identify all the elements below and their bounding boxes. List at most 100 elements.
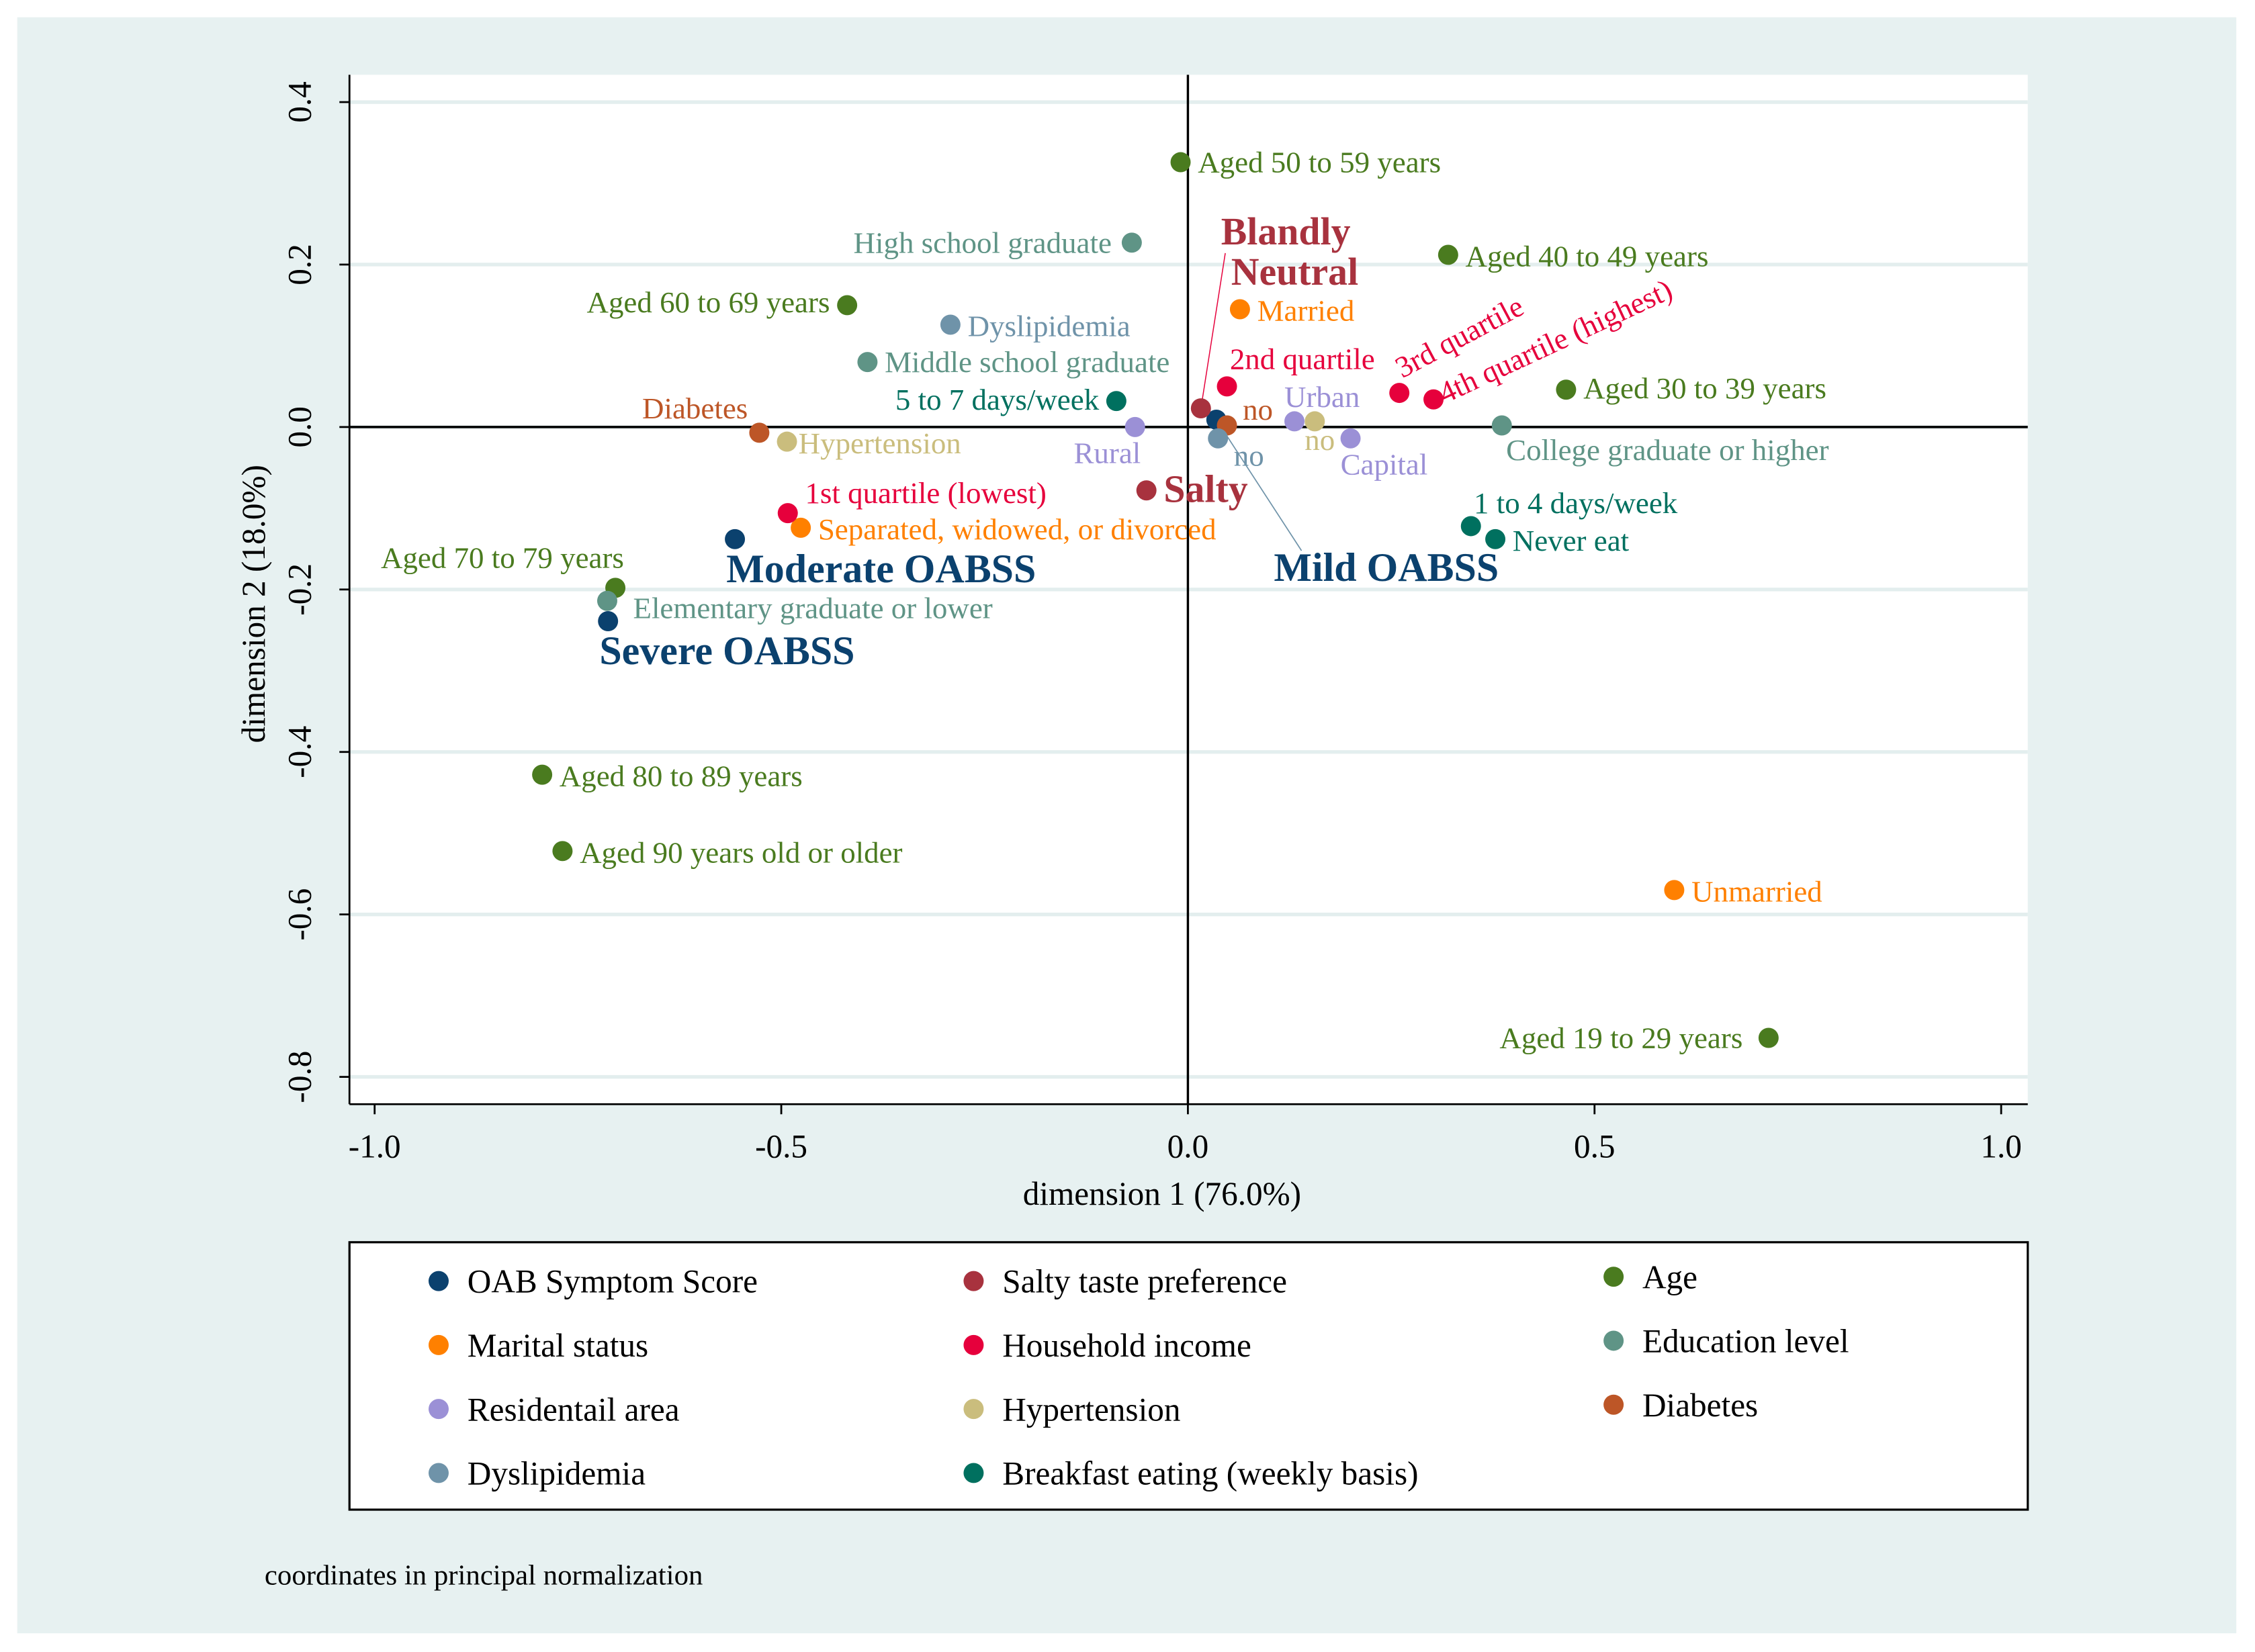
- label-leader-line: [1200, 253, 1226, 409]
- legend-label: Salty taste preference: [1002, 1263, 1287, 1300]
- x-tick-label: 1.0: [1980, 1128, 2022, 1164]
- legend-label: Household income: [1002, 1327, 1251, 1364]
- data-point: [596, 590, 617, 611]
- data-point: [725, 529, 746, 549]
- data-point: [1389, 383, 1410, 404]
- data-point: [1305, 411, 1325, 432]
- legend-label: Diabetes: [1642, 1387, 1758, 1424]
- data-point: [940, 314, 961, 335]
- data-point: [1190, 398, 1211, 419]
- legend-item: Diabetes: [1603, 1387, 1758, 1424]
- series-salty-taste-preference: Salty Blandly Neutral: [1136, 210, 1358, 510]
- point-label: Rural: [1073, 436, 1141, 469]
- legend-label: Education level: [1642, 1323, 1849, 1360]
- axes: 0.4 0.2 0.0 -0.2 -0.4 -0.6 -0.8 -1.0 -0.5 0.0 0.5 1…: [281, 75, 2028, 1164]
- point-label: Capital: [1341, 447, 1428, 481]
- point-label: High school graduate: [854, 226, 1112, 259]
- data-point: [598, 611, 619, 631]
- legend-label: OAB Symptom Score: [468, 1263, 758, 1300]
- data-point: [777, 431, 797, 452]
- legend-marker: [429, 1399, 449, 1420]
- point-label: Salty: [1163, 467, 1247, 510]
- data-point: [1106, 391, 1126, 412]
- legend-marker: [429, 1271, 449, 1291]
- data-point: [1664, 880, 1685, 901]
- data-point: [1460, 516, 1481, 537]
- point-label: Aged 70 to 79 years: [381, 541, 624, 574]
- y-tick-label: 0.4: [281, 81, 318, 123]
- x-tick-label: 0.0: [1167, 1128, 1209, 1164]
- series-diabetes: Diabetes no: [642, 392, 1273, 443]
- data-point: [1229, 299, 1250, 320]
- legend-label: Marital status: [468, 1327, 648, 1364]
- point-label: Dyslipidemia: [968, 310, 1131, 343]
- legend-item: Hypertension: [963, 1391, 1181, 1428]
- point-label: 1st quartile (lowest): [805, 476, 1046, 510]
- data-point: [1170, 152, 1191, 173]
- y-tick-label: -0.8: [281, 1051, 318, 1103]
- legend-marker: [963, 1399, 984, 1420]
- point-label: no: [1305, 423, 1335, 457]
- series-marital-status: Married Separated, widowed, or divorced Un…: [791, 294, 1822, 909]
- data-point: [791, 517, 811, 538]
- y-tick-label: 0.0: [281, 406, 318, 448]
- legend-box: [348, 1241, 2029, 1511]
- data-point: [1284, 411, 1305, 432]
- point-label: Unmarried: [1691, 875, 1822, 909]
- legend-item: Education level: [1603, 1323, 1849, 1360]
- y-tick-label: -0.4: [281, 726, 318, 778]
- point-label: Aged 30 to 39 years: [1583, 371, 1826, 405]
- legend-item: OAB Symptom Score: [429, 1263, 758, 1300]
- point-label: Aged 60 to 69 years: [587, 285, 830, 319]
- data-point: [1136, 480, 1157, 501]
- legend-marker: [1603, 1267, 1624, 1287]
- legend-item: Marital status: [429, 1327, 648, 1364]
- data-point: [857, 352, 878, 373]
- point-label: Middle school graduate: [885, 345, 1169, 379]
- legend-item: Residentail area: [429, 1391, 680, 1428]
- point-label: 5 to 7 days/week: [895, 383, 1100, 416]
- point-label: Aged 90 years old or older: [580, 835, 902, 869]
- series-dyslipidemia: Dyslipidemia no: [940, 310, 1264, 473]
- data-point: [1121, 232, 1142, 253]
- legend-marker: [429, 1334, 449, 1355]
- data-point: [1124, 416, 1145, 437]
- point-label: Diabetes: [642, 392, 748, 425]
- point-label: Married: [1257, 294, 1355, 328]
- series-oab-symptom-score: Severe OABSS Moderate OABSS Mild OABSS: [598, 410, 1499, 673]
- x-tick-label: -0.5: [755, 1128, 807, 1164]
- legend-label: Breakfast eating (weekly basis): [1002, 1455, 1418, 1492]
- point-label: Mild OABSS: [1274, 545, 1499, 590]
- data-point: [1423, 389, 1444, 410]
- point-label: Elementary graduate or lower: [633, 591, 993, 625]
- series-education-level: High school graduate Middle school gradua…: [596, 226, 1829, 625]
- data-point: [749, 422, 770, 443]
- legend-item: Dyslipidemia: [429, 1455, 646, 1492]
- legend-marker: [1603, 1394, 1624, 1415]
- y-tick-label: 0.2: [281, 244, 318, 285]
- x-tick-label: -1.0: [349, 1128, 401, 1164]
- y-axis-title: dimension 2 (18.0%): [235, 465, 272, 743]
- legend-item: Breakfast eating (weekly basis): [963, 1455, 1419, 1492]
- point-label: no: [1234, 439, 1264, 473]
- legend-marker: [963, 1463, 984, 1483]
- series-breakfast-eating-weekly-basis: 5 to 7 days/week 1 to 4 days/week Never ea…: [895, 383, 1678, 557]
- chart-note: coordinates in principal normalization: [265, 1559, 703, 1591]
- point-label: Moderate OABSS: [726, 547, 1036, 591]
- legend-label: Hypertension: [1002, 1391, 1180, 1428]
- legend-item: Age: [1603, 1258, 1697, 1295]
- data-point: [1208, 428, 1229, 449]
- point-label: 1 to 4 days/week: [1474, 486, 1678, 520]
- point-label: Aged 50 to 59 years: [1198, 146, 1441, 179]
- legend-marker: [429, 1463, 449, 1483]
- legend: OAB Symptom Score Salty taste preference A…: [429, 1258, 1849, 1492]
- point-label: Urban: [1284, 380, 1360, 414]
- legend-marker: [963, 1334, 984, 1355]
- x-axis-title: dimension 1 (76.0%): [1023, 1175, 1301, 1212]
- point-label: Aged 40 to 49 years: [1466, 240, 1709, 273]
- point-label: 2nd quartile: [1230, 342, 1375, 376]
- point-label: Separated, widowed, or divorced: [818, 512, 1217, 546]
- point-label: Severe OABSS: [599, 629, 854, 673]
- data-point: [1491, 415, 1512, 436]
- data-point: [777, 503, 798, 524]
